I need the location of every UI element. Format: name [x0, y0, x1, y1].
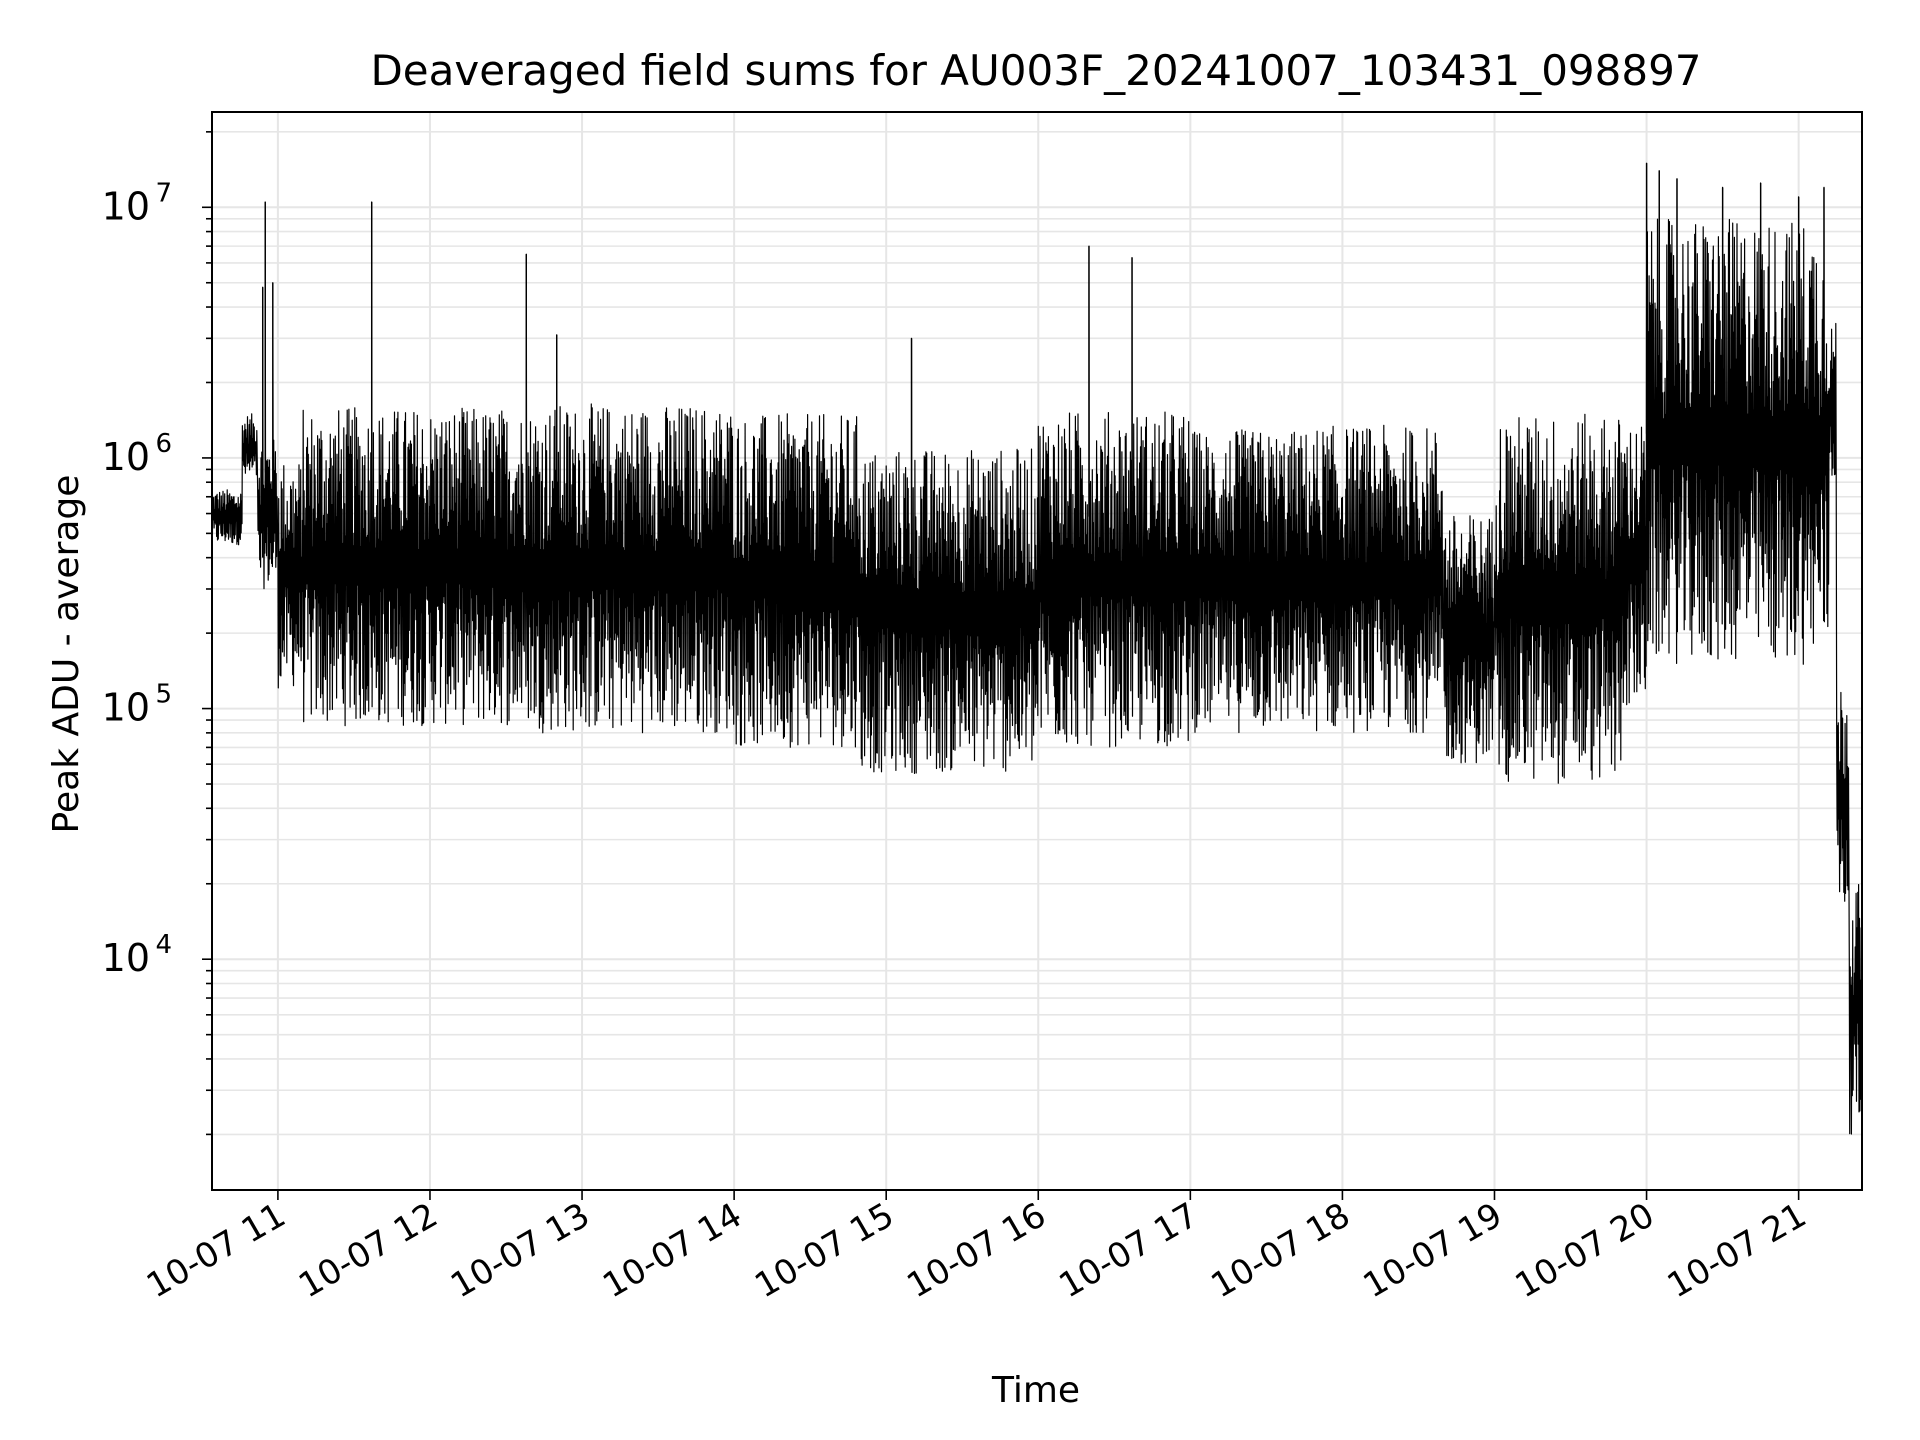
y-tick-label: 10: [102, 435, 150, 479]
y-tick-exponent: 6: [155, 429, 172, 459]
plot-frame: [211, 111, 1863, 1191]
y-tick-exponent: 7: [155, 178, 172, 208]
chart-title: Deaveraged field sums for AU003F_2024100…: [370, 46, 1701, 95]
y-tick-label: 10: [102, 184, 150, 228]
x-axis-label: Time: [991, 1370, 1080, 1411]
series-line: [211, 162, 1863, 1135]
y-tick-label: 10: [102, 686, 150, 730]
y-axis-label: Peak ADU - average: [46, 475, 87, 834]
data-layer: [211, 162, 1863, 1135]
y-tick-exponent: 4: [155, 930, 172, 960]
y-tick-label: 10: [102, 936, 150, 980]
y-tick-exponent: 5: [155, 680, 172, 710]
